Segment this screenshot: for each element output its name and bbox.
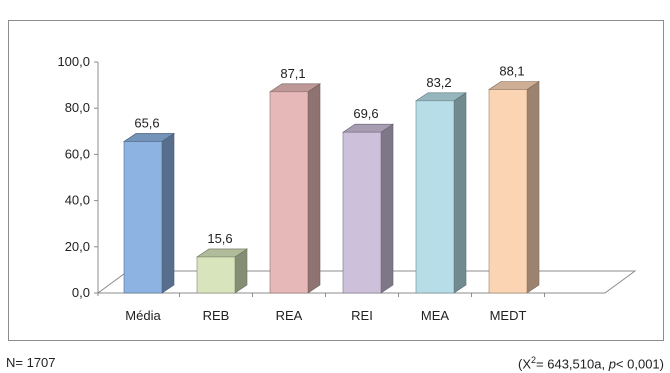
sample-size-label: N= 1707 — [6, 355, 56, 370]
bar-side — [307, 83, 321, 294]
bar-side — [380, 123, 394, 294]
bar-reb — [196, 256, 236, 294]
data-label: 69,6 — [353, 106, 378, 121]
x-tick-label: REA — [276, 308, 303, 323]
bar-rea — [269, 91, 309, 294]
x-tick-label: REB — [203, 308, 230, 323]
stat-p: p — [608, 356, 616, 372]
y-tick-label: 60,0 — [65, 146, 90, 161]
data-label: 15,6 — [207, 231, 232, 246]
data-label: 87,1 — [280, 66, 305, 81]
stat-open: (X — [518, 356, 532, 372]
y-tick-label: 0,0 — [72, 285, 90, 300]
chi-square-statistic: (X2= 643,510a, p< 0,001) — [518, 355, 664, 371]
bar-side — [453, 92, 467, 294]
data-label: 88,1 — [499, 63, 524, 78]
y-tick-label: 100,0 — [57, 54, 90, 69]
bar-medt — [488, 89, 528, 294]
bar-rei — [342, 131, 382, 294]
y-tick-label: 80,0 — [65, 100, 90, 115]
stat-mid: = 643,510a, — [536, 356, 609, 372]
bar-mea — [415, 100, 455, 294]
stat-close: < 0,001) — [615, 356, 664, 372]
data-label: 83,2 — [426, 75, 451, 90]
x-tick-label: MEA — [421, 308, 450, 323]
y-tick-label: 40,0 — [65, 193, 90, 208]
bar-side — [526, 80, 540, 294]
x-tick-label: REI — [351, 308, 373, 323]
stat-sup: 2 — [531, 355, 537, 365]
y-tick-label: 20,0 — [65, 239, 90, 254]
data-label: 65,6 — [134, 115, 159, 130]
x-tick-label: MEDT — [490, 308, 527, 323]
bar-chart: 0,0 20,0 40,0 60,0 80,0 100,0 65,6 Média 15,6 REB… — [57, 54, 637, 323]
bar-side — [161, 132, 175, 294]
x-tick-label: Média — [125, 308, 161, 323]
bar-m-dia — [123, 141, 163, 294]
